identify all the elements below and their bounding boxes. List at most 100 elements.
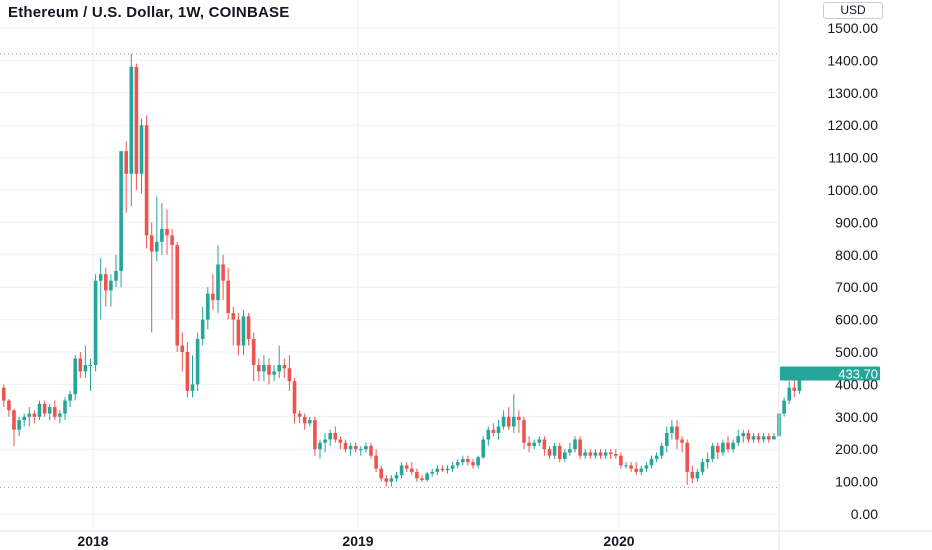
- candle-body: [542, 439, 547, 450]
- candle: [501, 410, 506, 430]
- candle-body: [634, 468, 638, 472]
- candle-body: [37, 403, 42, 417]
- candle-body: [124, 151, 128, 174]
- candle: [165, 209, 169, 255]
- candle: [144, 115, 149, 249]
- candle-body: [58, 413, 62, 417]
- candle-body: [644, 465, 649, 469]
- candle: [389, 475, 394, 487]
- candle: [374, 449, 378, 472]
- candle: [53, 400, 57, 421]
- candle: [292, 377, 297, 424]
- candle-body: [440, 468, 445, 471]
- candle: [236, 313, 241, 356]
- candle-body: [659, 445, 664, 456]
- candle-body: [63, 400, 67, 414]
- candles: [2, 53, 802, 487]
- candle: [695, 468, 700, 482]
- candle: [761, 433, 766, 443]
- candle: [430, 468, 434, 477]
- candle: [659, 442, 664, 459]
- candle: [716, 442, 720, 459]
- candle-body: [68, 394, 72, 401]
- candle-body: [170, 235, 174, 246]
- candle: [343, 439, 348, 453]
- candle-body: [2, 387, 6, 401]
- candle: [277, 345, 281, 378]
- candle-body: [593, 452, 598, 456]
- candle: [104, 267, 108, 307]
- candle-body: [313, 420, 317, 450]
- candle: [496, 420, 501, 440]
- candle-body: [675, 426, 679, 440]
- candle-body: [190, 384, 195, 391]
- candle-body: [506, 416, 511, 427]
- candle-body: [537, 439, 542, 443]
- candle: [614, 449, 618, 459]
- candle-body: [573, 439, 577, 450]
- candle: [231, 306, 236, 346]
- candle: [598, 449, 603, 459]
- candle-body: [486, 429, 491, 440]
- candle: [772, 433, 776, 440]
- candle: [710, 442, 715, 463]
- candle-body: [670, 426, 674, 433]
- candle: [226, 267, 230, 320]
- candle-body: [267, 364, 271, 375]
- candle-body: [578, 439, 582, 456]
- candle: [557, 442, 562, 463]
- candle: [200, 306, 205, 346]
- y-tick-label: 1100.00: [828, 150, 878, 166]
- candle-body: [782, 400, 786, 414]
- candle: [542, 436, 547, 456]
- candle: [216, 245, 220, 314]
- candle-body: [53, 407, 57, 417]
- candle: [369, 442, 373, 459]
- candle: [466, 455, 470, 466]
- candle: [323, 433, 327, 453]
- candle: [512, 394, 516, 433]
- candle: [726, 436, 730, 453]
- candle-body: [517, 416, 521, 421]
- currency-button[interactable]: USD: [823, 2, 883, 19]
- y-tick-label: 1000.00: [827, 182, 878, 198]
- candle: [593, 449, 598, 459]
- candle-body: [12, 410, 16, 430]
- candle-body: [756, 436, 761, 440]
- candle: [404, 462, 409, 472]
- x-tick-label: 2018: [77, 533, 108, 549]
- candle-body: [772, 436, 776, 440]
- candle-body: [394, 475, 399, 479]
- candle-body: [415, 471, 419, 479]
- candle: [450, 462, 455, 472]
- candle: [741, 429, 746, 443]
- candle-body: [557, 445, 562, 459]
- candle: [675, 420, 679, 450]
- reference-lines: [0, 53, 778, 488]
- candle-body: [420, 478, 424, 480]
- candle-body: [603, 452, 608, 456]
- candle: [736, 429, 740, 446]
- candle-body: [455, 462, 460, 466]
- candle-body: [522, 420, 526, 443]
- candle: [42, 400, 47, 417]
- time-axis[interactable]: 2018 2019 2020: [77, 533, 634, 549]
- candle: [155, 196, 159, 262]
- candle-body: [78, 358, 83, 372]
- candle: [93, 274, 98, 372]
- candle-body: [287, 368, 292, 382]
- candle-body: [410, 468, 414, 472]
- y-tick-label: 300.00: [835, 409, 878, 425]
- candle: [190, 355, 195, 398]
- candle: [262, 355, 266, 382]
- candle-body: [680, 439, 684, 443]
- price-axis[interactable]: 0.00100.00200.00300.00400.00500.00600.00…: [827, 20, 878, 522]
- candle-body: [461, 458, 465, 463]
- candle: [644, 462, 649, 472]
- y-tick-label: 1500.00: [827, 20, 878, 36]
- candle: [670, 420, 674, 440]
- candle: [624, 462, 628, 469]
- candle-body: [241, 316, 246, 346]
